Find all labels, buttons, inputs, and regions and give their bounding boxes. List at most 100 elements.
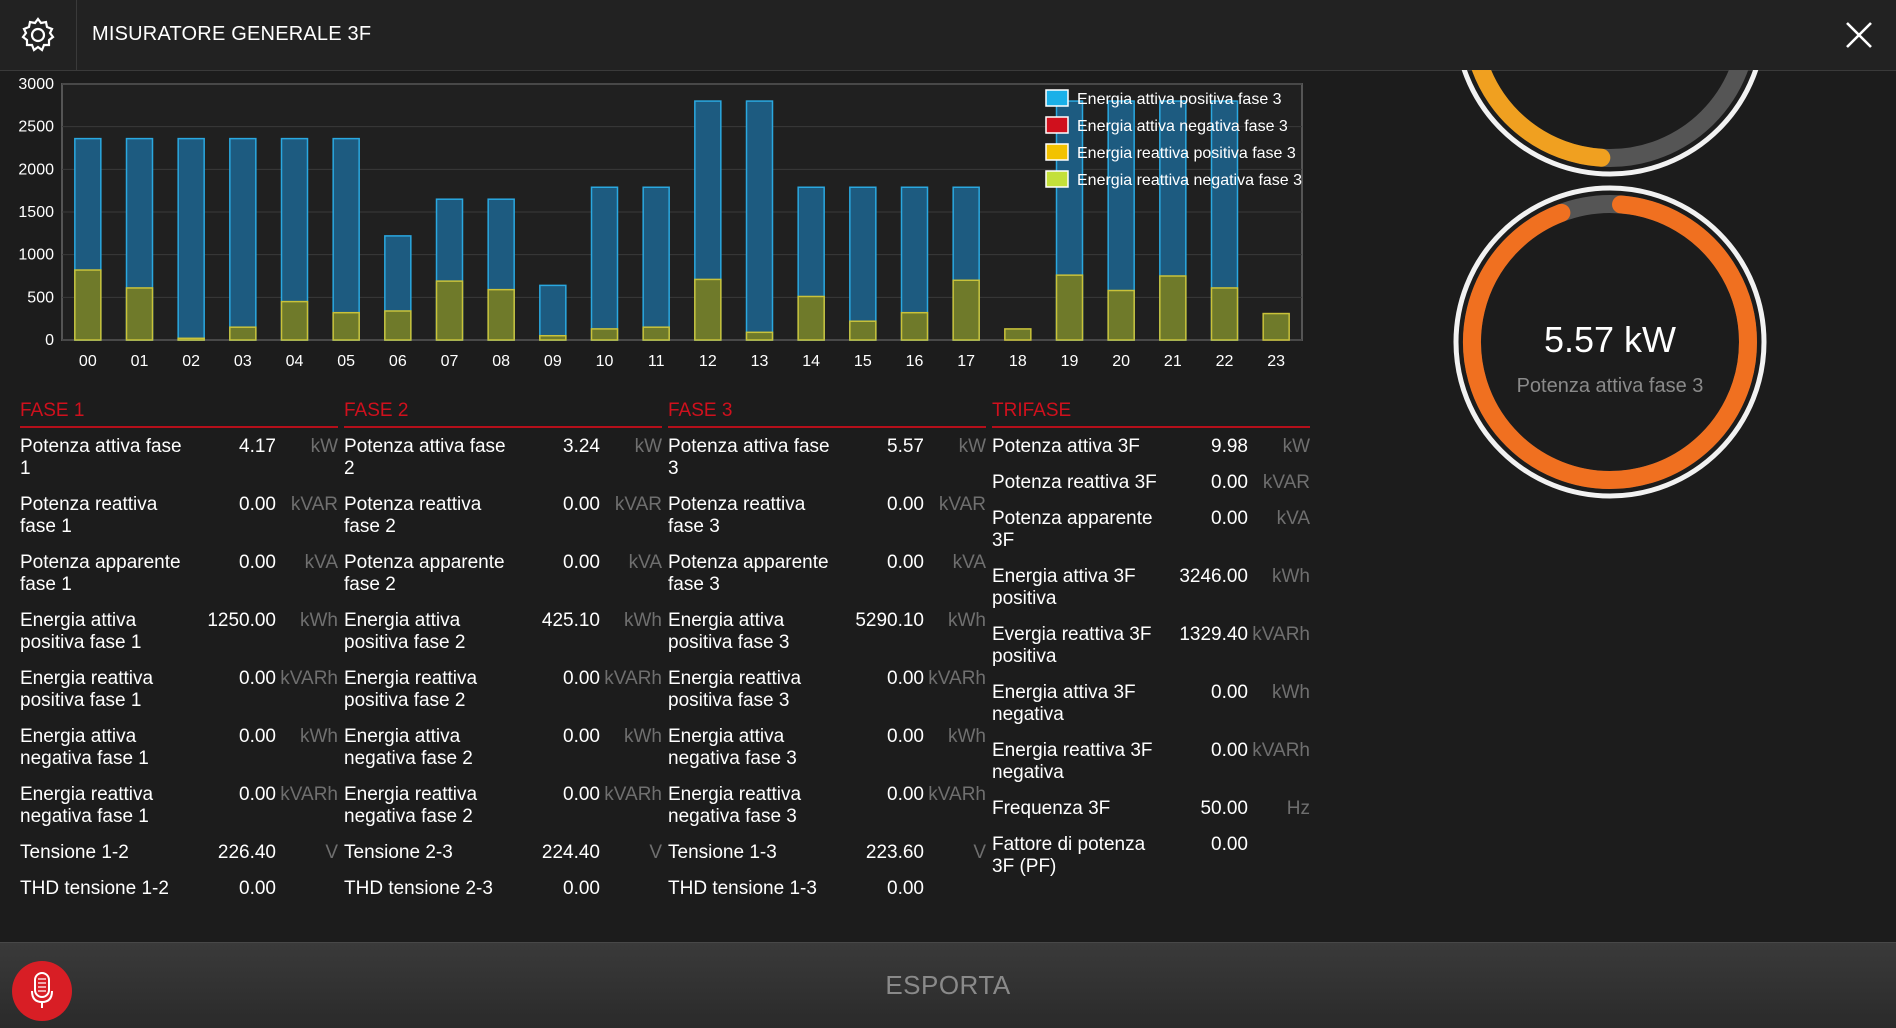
x-tick-label: 19	[1061, 353, 1079, 370]
table-row: THD tensione 2-3 0.00	[344, 878, 662, 914]
row-value: 0.00	[563, 552, 600, 573]
gauge-value: 5.57 kW	[1544, 319, 1676, 360]
table-row: Potenza apparente 3F 0.00 kVA	[992, 508, 1310, 566]
table-row: Potenza attiva fase 3 5.57 kW	[668, 436, 986, 494]
row-unit: kVARh	[1252, 740, 1310, 761]
bar-energia-reattiva-positiva	[280, 300, 309, 341]
legend-entry[interactable]: Energia reattiva negativa fase 3	[1077, 172, 1302, 189]
row-label: Energia reattiva negativa fase 1	[20, 784, 154, 827]
x-tick-label: 02	[182, 353, 200, 370]
bar-energia-reattiva-positiva	[1004, 328, 1032, 341]
y-tick-label: 2000	[18, 161, 54, 178]
bar-energia-reattiva-positiva	[539, 334, 567, 341]
row-value: 0.00	[887, 878, 924, 899]
legend-entry[interactable]: Energia reattiva positiva fase 3	[1077, 145, 1296, 162]
row-value: 425.10	[541, 610, 600, 631]
row-label: Energia attiva negativa fase 2	[344, 726, 473, 769]
row-label: Potenza apparente fase 1	[20, 552, 181, 595]
bar-energia-attiva-positiva	[229, 137, 257, 341]
row-label: Potenza apparente fase 2	[344, 552, 505, 595]
legend-swatch[interactable]	[1045, 143, 1069, 161]
x-tick-label: 15	[854, 353, 872, 370]
table-column-trifase: TRIFASE Potenza attiva 3F 9.98 kW Potenza re…	[992, 400, 1310, 892]
x-tick-label: 04	[286, 353, 304, 370]
table-row: Fattore di potenza 3F (PF) 0.00	[992, 834, 1310, 892]
energy-chart: 0 500 1000 1500 2000 2500 3000 00 01 02 03 04 05 06 07…	[0, 74, 1310, 374]
row-label: Energia reattiva positiva fase 2	[344, 668, 478, 711]
close-button[interactable]	[1842, 18, 1876, 52]
column-heading: FASE 3	[668, 400, 986, 428]
x-tick-label: 07	[441, 353, 459, 370]
x-tick-label: 21	[1164, 353, 1182, 370]
table-row: Energia attiva positiva fase 3 5290.10 kWh	[668, 610, 986, 668]
bar-energia-reattiva-positiva	[849, 320, 877, 341]
legend-entry[interactable]: Energia attiva positiva fase 3	[1077, 91, 1282, 108]
voice-button[interactable]	[12, 961, 72, 1021]
legend-swatch[interactable]	[1045, 116, 1069, 134]
bar-energia-reattiva-positiva	[694, 278, 722, 341]
column-heading: TRIFASE	[992, 400, 1310, 428]
row-value: 4.17	[239, 436, 276, 457]
y-tick-label: 1500	[18, 204, 54, 221]
row-unit: kVA	[628, 552, 662, 573]
bar-energia-reattiva-positiva	[177, 337, 205, 341]
row-unit: V	[325, 842, 338, 863]
row-value: 0.00	[1211, 740, 1248, 761]
bar-energia-reattiva-positiva	[229, 326, 257, 341]
bar-energia-reattiva-positiva	[745, 331, 774, 341]
bar-energia-reattiva-positiva	[384, 310, 412, 341]
row-value: 0.00	[239, 784, 276, 805]
row-value: 0.00	[887, 726, 924, 747]
export-button[interactable]: ESPORTA	[885, 970, 1011, 1000]
legend-swatch[interactable]	[1045, 170, 1069, 188]
row-value: 1250.00	[207, 610, 276, 631]
row-label: Potenza reattiva fase 1	[20, 494, 158, 537]
row-value: 1329.40	[1179, 624, 1248, 645]
table-row: Energia reattiva negativa fase 1 0.00 kVAR…	[20, 784, 338, 842]
row-value: 0.00	[887, 784, 924, 805]
column-heading: FASE 1	[20, 400, 338, 428]
legend-swatch[interactable]	[1045, 89, 1069, 107]
table-row: Energia reattiva positiva fase 1 0.00 kVAR…	[20, 668, 338, 726]
row-unit: kVARh	[604, 668, 662, 689]
row-value: 3.24	[563, 436, 600, 457]
table-row: Potenza apparente fase 3 0.00 kVA	[668, 552, 986, 610]
column-heading: FASE 2	[344, 400, 662, 428]
row-unit: kWh	[624, 726, 662, 747]
gauge-fill-arc	[1471, 70, 1611, 167]
x-tick-label: 03	[234, 353, 252, 370]
x-tick-label: 11	[648, 353, 665, 370]
bar-energia-attiva-positiva	[590, 186, 619, 341]
row-unit: kVAR	[290, 494, 338, 515]
settings-button[interactable]	[0, 0, 77, 70]
table-row: Energia reattiva 3F negativa 0.00 kVARh	[992, 740, 1310, 798]
row-unit: kVAR	[938, 494, 986, 515]
y-tick-label: 3000	[18, 76, 54, 93]
row-value: 50.00	[1200, 798, 1248, 819]
x-tick-label: 05	[337, 353, 355, 370]
row-label: Energia reattiva negativa fase 2	[344, 784, 478, 827]
table-row: Energia attiva negativa fase 2 0.00 kWh	[344, 726, 662, 784]
bar-energia-reattiva-positiva	[1107, 289, 1135, 341]
bar-energia-attiva-positiva	[642, 186, 670, 341]
row-label: Tensione 1-2	[20, 842, 129, 863]
bar-energia-reattiva-positiva	[1262, 312, 1290, 341]
table-row: Energia attiva negativa fase 3 0.00 kWh	[668, 726, 986, 784]
row-value: 0.00	[563, 878, 600, 899]
table-row: Energia reattiva negativa fase 2 0.00 kVAR…	[344, 784, 662, 842]
x-tick-label: 16	[906, 353, 924, 370]
row-label: Energia reattiva positiva fase 1	[20, 668, 154, 711]
table-row: Potenza attiva fase 2 3.24 kW	[344, 436, 662, 494]
row-value: 0.00	[239, 726, 276, 747]
gauge-outer-ring	[1461, 70, 1759, 177]
row-label: Energia reattiva negativa fase 3	[668, 784, 802, 827]
footer-bar: ESPORTA	[0, 942, 1896, 1028]
row-label: Tensione 2-3	[344, 842, 453, 863]
table-row: Potenza reattiva fase 3 0.00 kVAR	[668, 494, 986, 552]
bar-energia-reattiva-positiva	[435, 280, 464, 341]
row-label: Evergia reattiva 3F positiva	[992, 624, 1152, 667]
table-column-fase-3: FASE 3 Potenza attiva fase 3 5.57 kW Potenza…	[668, 400, 986, 914]
row-unit: kVA	[952, 552, 986, 573]
legend-entry[interactable]: Energia attiva negativa fase 3	[1077, 118, 1288, 135]
table-row: Tensione 1-2 226.40 V	[20, 842, 338, 878]
